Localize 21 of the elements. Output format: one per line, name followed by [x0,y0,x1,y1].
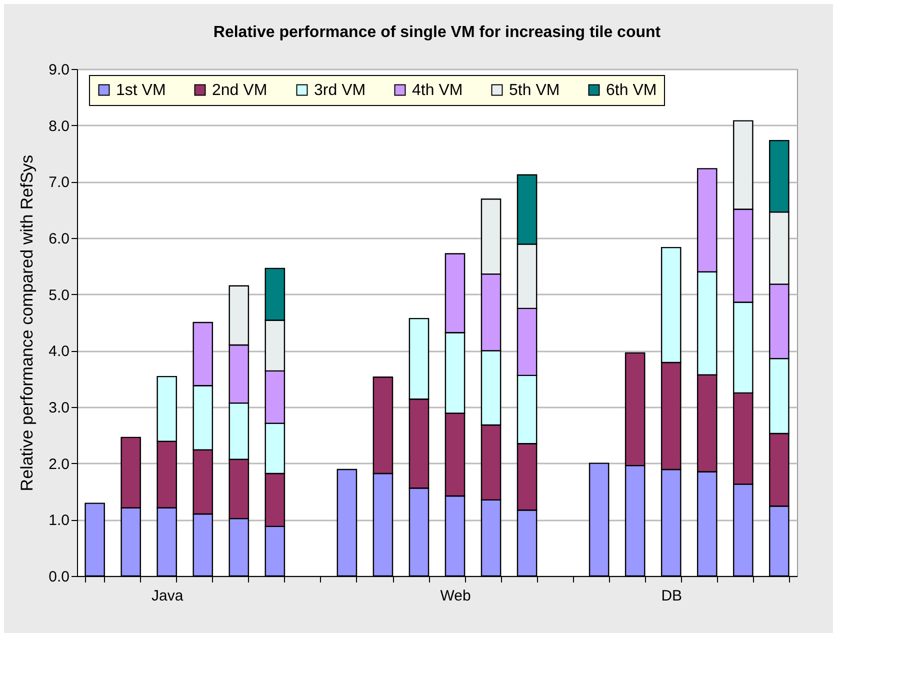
y-tick-label: 9.0 [48,62,70,78]
y-tick-label: 2.0 [48,456,70,473]
x-tick-label: DB [661,588,682,604]
legend-label: 5th VM [509,82,560,99]
y-axis-title: Relative performance compared with RefSys [18,154,37,492]
y-tick-label: 5.0 [48,286,70,304]
legend-label: 6th VM [606,82,657,99]
y-tick-label: 4.0 [48,343,70,360]
legend-label: 1st VM [116,82,166,99]
chart-title: Relative performance of single VM for increasing tile count [213,24,662,41]
legend-label: 3rd VM [314,82,366,99]
y-tick-label: 6.0 [48,230,70,248]
legend-label: 2nd VM [212,82,268,99]
x-tick-label: Java [152,588,184,604]
y-tick-label: 1.0 [48,512,70,530]
y-tick-label: 0.0 [48,568,70,586]
y-tick-label: 8.0 [48,118,70,135]
y-tick-label: 3.0 [48,400,70,416]
legend-label: 4th VM [412,82,463,99]
x-tick-label: Web [440,588,471,604]
y-tick-label: 7.0 [48,174,70,192]
